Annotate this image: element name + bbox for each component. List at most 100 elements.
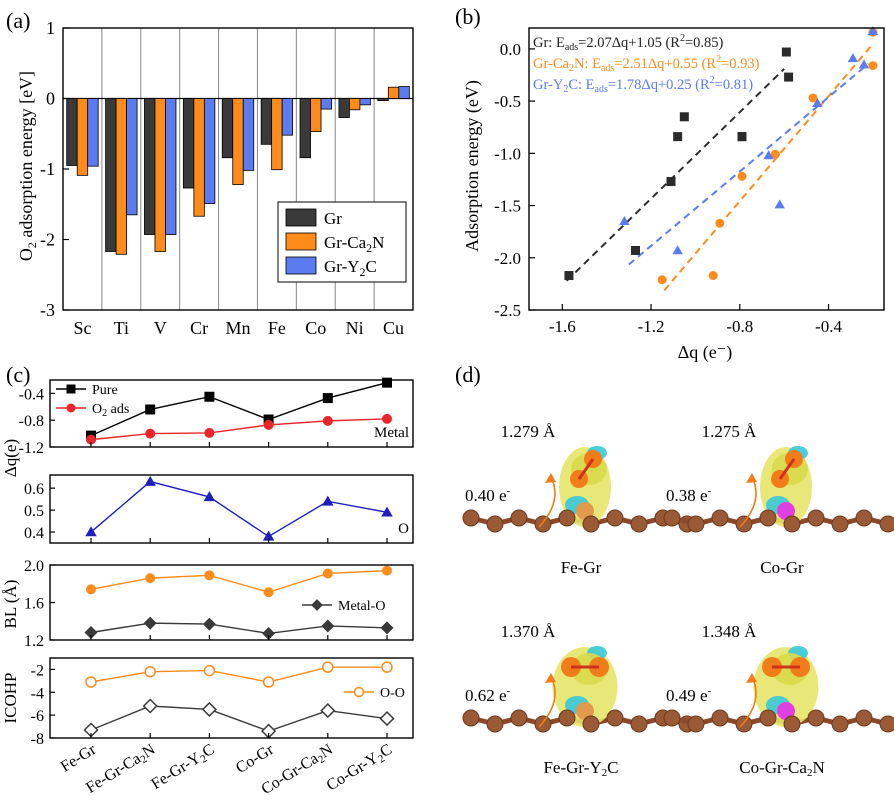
- eq-part: =1.78Δq+0.25 (R: [608, 77, 710, 93]
- legend-swatch-Gr-Y2C: [285, 256, 317, 275]
- point-Gr: [631, 245, 640, 255]
- y-tick-label: -2: [31, 662, 44, 679]
- point-Pure: [322, 393, 333, 404]
- x-tick-label: -1.2: [638, 317, 665, 336]
- eq-sup: 2: [716, 54, 721, 65]
- y-tick-label: -1.2: [19, 440, 44, 457]
- point-Metal-O: [321, 619, 335, 633]
- carbon-atom: [462, 709, 480, 727]
- point-O: [203, 491, 216, 502]
- series-line-O2 ads: [90, 418, 388, 441]
- category-sub: 2: [139, 753, 150, 766]
- bar-Gr-Y2C-Fe: [281, 98, 294, 136]
- x-category-label: Ti: [114, 318, 129, 338]
- y-tick-label: -3: [40, 300, 55, 320]
- bar-Gr-Ni: [338, 98, 350, 118]
- metal-atom: [777, 702, 795, 720]
- subplot-frame: [49, 657, 414, 739]
- structure-name: Co-Gr-Ca2N: [739, 758, 824, 779]
- y-tick-label: -0.8: [19, 413, 44, 430]
- point-O2 ads: [322, 415, 333, 426]
- subplot-c3: 2.0 1.6 1.2 Metal-O: [24, 558, 414, 650]
- carbon-atom: [711, 509, 729, 527]
- panel-c3-ylabel: BL (Å): [1, 580, 20, 629]
- o-o-bond: [577, 458, 595, 480]
- point-O: [262, 530, 275, 541]
- fit-equation-Gr-Y2C: Gr-Y2C: Eads=1.78Δq+0.25 (R2=0.81): [533, 75, 753, 95]
- legend-marker-Metal-O: [311, 599, 323, 611]
- carbon-atom: [558, 509, 576, 527]
- point-Gr-Ca2N: [657, 275, 667, 285]
- category-sub: 2: [376, 753, 387, 766]
- point-Metal-O: [143, 616, 157, 630]
- point-Gr-Y2C: [812, 98, 823, 108]
- bond-length-label: 1.370 Å: [501, 622, 557, 641]
- legend-label-text: Gr-Y: [324, 257, 360, 276]
- fit-line-Gr-Y2C: [628, 62, 870, 266]
- point-O-O BL: [145, 573, 156, 584]
- point-Pure: [382, 377, 392, 388]
- legend-label-O2 ads: O2 ads: [92, 402, 129, 419]
- y-tick-label: 1.2: [24, 633, 44, 650]
- bar-Gr-Y2C-Mn: [242, 98, 255, 171]
- x-category-label: Fe-Gr: [58, 741, 100, 776]
- carbon-atom: [855, 709, 873, 727]
- legend-label-text: Pure: [92, 383, 118, 398]
- y-tick-label: -2.0: [494, 249, 521, 268]
- bar-Gr-Ca2N-Ti: [115, 98, 127, 255]
- carbon-atom: [783, 515, 801, 533]
- metal-atom: [576, 702, 594, 720]
- bar-Gr-Ca2N-V: [154, 98, 166, 252]
- charge-superscript: -: [708, 685, 712, 697]
- point-Gr-Ca2N: [770, 149, 780, 159]
- bar-Gr-Co: [299, 98, 311, 159]
- y-tick-label: -1: [40, 159, 55, 179]
- bond-length-label: 1.279 Å: [501, 422, 557, 441]
- carbon-atom: [687, 715, 705, 733]
- panel-c4-ylabel: ICOHP: [1, 672, 20, 723]
- series-line-O: [90, 480, 388, 538]
- structure-Co-Gr-Ca2N: 1.348 Å 0.49 e- Co-Gr-Ca2N: [663, 622, 894, 779]
- name-text: Fe-Gr: [561, 558, 602, 577]
- point-Pure: [263, 414, 274, 425]
- carbon-atom: [486, 715, 504, 733]
- x-category-label: Cu: [383, 318, 404, 338]
- point-Gr-Y2C: [672, 245, 683, 255]
- point-Gr: [666, 177, 676, 187]
- panel-b-scatter-chart: (b) Adsorption energy (eV) Δq (e⁻) 0.0 -0…: [455, 4, 885, 363]
- legend-label-text: Gr-Ca: [324, 233, 367, 252]
- charge-value: 0.62 e: [465, 686, 507, 705]
- carbon-atom: [879, 715, 894, 733]
- category-sub: 2: [199, 753, 210, 766]
- name-text: C: [607, 758, 618, 777]
- panel-b-ylabel: Adsorption energy (eV): [462, 80, 483, 252]
- point-O2 ads: [263, 419, 274, 430]
- legend-swatch-Gr: [285, 208, 317, 227]
- point-O-O BL: [322, 568, 333, 579]
- bar-Gr-Sc: [66, 98, 78, 166]
- carbon-atom: [582, 715, 600, 733]
- eq-sub: 2: [563, 84, 568, 95]
- carbon-atom: [486, 515, 504, 533]
- charge-transfer-label: 0.62 e-: [465, 685, 511, 705]
- subplot-c4: -2 -4 -6 -8 O-O: [31, 657, 414, 748]
- carbon-atom: [879, 515, 894, 533]
- x-category-label: Co: [305, 318, 326, 338]
- point-O-O BL: [86, 584, 96, 595]
- x-category-label: Fe: [268, 318, 286, 338]
- legend-label-text: N: [372, 233, 384, 252]
- point-Pure: [204, 391, 215, 402]
- eq-part: =0.85): [685, 35, 724, 51]
- carbon-atom: [630, 515, 648, 533]
- point-O-O BL: [263, 587, 274, 598]
- charge-superscript: -: [507, 485, 511, 497]
- eq-part: =2.07Δq+1.05 (R: [578, 35, 680, 51]
- bar-Gr-Cr: [182, 98, 195, 189]
- name-text: Co-Gr: [760, 558, 804, 577]
- point-Gr-Ca2N: [868, 61, 878, 71]
- carbon-atom: [759, 709, 777, 727]
- point-Metal-O: [84, 626, 98, 639]
- point-Metal-O: [380, 621, 394, 635]
- point-O-O: [381, 661, 393, 673]
